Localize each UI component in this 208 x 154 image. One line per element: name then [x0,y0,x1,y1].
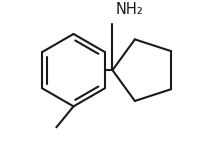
Text: NH₂: NH₂ [115,2,143,17]
